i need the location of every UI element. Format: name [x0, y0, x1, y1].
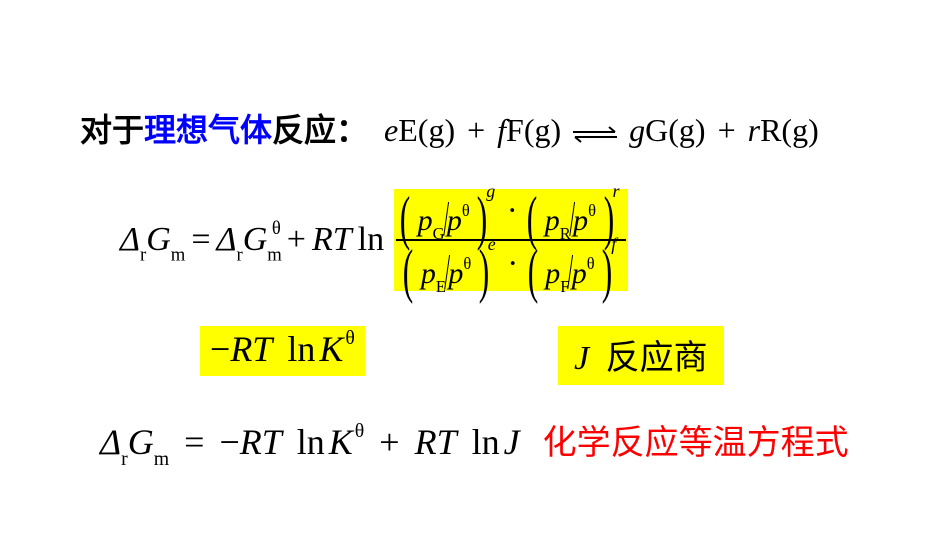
RT: RT: [312, 221, 352, 259]
exp-g: g: [486, 181, 495, 201]
species-G: G: [645, 112, 668, 148]
minus-2: −: [219, 422, 239, 462]
minus-sign: −: [210, 329, 230, 369]
RT-3: RT: [240, 422, 282, 462]
plus-main: +: [281, 221, 312, 259]
isotherm-label: 化学反应等温方程式: [529, 425, 849, 462]
p-std-3: p: [448, 257, 463, 290]
ln-main: ln: [352, 221, 388, 259]
text-prefix: 对于: [80, 112, 144, 148]
delta-symbol: Δ: [120, 221, 140, 258]
ln-4: ln: [466, 422, 504, 462]
species-E: E: [398, 112, 418, 148]
J-symbol: J: [574, 340, 589, 377]
minus-RT-lnK-box: −RT lnKθ: [200, 326, 365, 376]
text-suffix: 反应：: [272, 112, 368, 148]
p-std-4: p: [572, 257, 587, 290]
ln-3: ln: [291, 422, 329, 462]
species-F: F: [506, 112, 524, 148]
delta-r-Gm-std: ΔrGmθ: [217, 221, 281, 259]
sub-m-3: m: [154, 448, 169, 470]
reaction-quotient-text: 反应商: [598, 340, 708, 377]
reaction-quotient-fraction: ( pG/pθ ) g · ( pR/pθ ) r: [394, 189, 627, 290]
J-denominator: ( pE/pθ ) e · ( pF/pθ ) f: [396, 242, 625, 291]
theta-2: θ: [588, 201, 596, 220]
species-R: R: [760, 112, 781, 148]
G-symbol-2: G: [243, 221, 268, 258]
equals-1: =: [185, 221, 216, 259]
phase-R: (g): [781, 112, 818, 148]
delta-r-Gm: ΔrGm: [120, 221, 185, 259]
sub-m-2: m: [267, 244, 282, 265]
G-symbol-3: G: [128, 422, 154, 462]
plus-line4: +: [373, 422, 405, 462]
reaction-formula: eE(g) + fF(g) gG(g) + rR(g): [384, 112, 819, 148]
dot-num: ·: [503, 193, 522, 229]
dot-den: ·: [503, 246, 522, 282]
coef-g: g: [629, 112, 645, 148]
phase-F: (g): [524, 112, 561, 148]
coef-e: e: [384, 112, 398, 148]
K-symbol: K: [319, 329, 343, 369]
sup-theta: θ: [272, 218, 281, 239]
text-ideal-gas: 理想气体: [144, 112, 272, 148]
J-3: J: [504, 422, 520, 462]
theta-3: θ: [463, 254, 471, 273]
RT-2: RT: [230, 329, 272, 369]
phase-E: (g): [418, 112, 455, 148]
sub-r-3: r: [121, 448, 128, 470]
sub-m: m: [171, 244, 186, 265]
J-reaction-quotient-label: J 反应商: [558, 326, 724, 385]
theta-1: θ: [462, 201, 470, 220]
ln-2: ln: [281, 329, 319, 369]
equals-2: =: [178, 422, 210, 462]
delta-r-Gm-3: ΔrGm: [100, 422, 178, 462]
G-symbol: G: [146, 221, 171, 258]
coef-r: r: [748, 112, 760, 148]
equilibrium-arrow-icon: [571, 125, 619, 143]
plus-1: +: [463, 112, 489, 148]
isotherm-equation: ΔrGm = −RT lnKθ + RT lnJ 化学反应等温方程式: [100, 415, 849, 464]
phase-G: (g): [668, 112, 705, 148]
reaction-line: 对于理想气体反应： eE(g) + fF(g) gG(g) + rR(g): [80, 105, 819, 151]
plus-2: +: [714, 112, 740, 148]
theta-4: θ: [587, 254, 595, 273]
RT-4: RT: [415, 422, 457, 462]
coef-f: f: [497, 112, 506, 148]
K-2: K: [329, 422, 353, 462]
p-std-1: p: [447, 204, 462, 237]
K-theta: θ: [345, 327, 354, 349]
J-numerator: ( pG/pθ ) g · ( pR/pθ ) r: [396, 189, 625, 238]
delta-symbol-3: Δ: [100, 422, 121, 462]
delta-symbol-2: Δ: [217, 221, 237, 258]
slide: 对于理想气体反应： eE(g) + fF(g) gG(g) + rR(g) Δr…: [0, 0, 950, 535]
p-std-2: p: [573, 204, 588, 237]
main-equation: ΔrGm = ΔrGmθ + RT ln ( pG/pθ ) g ·: [120, 180, 628, 300]
K-theta-2: θ: [355, 420, 364, 442]
